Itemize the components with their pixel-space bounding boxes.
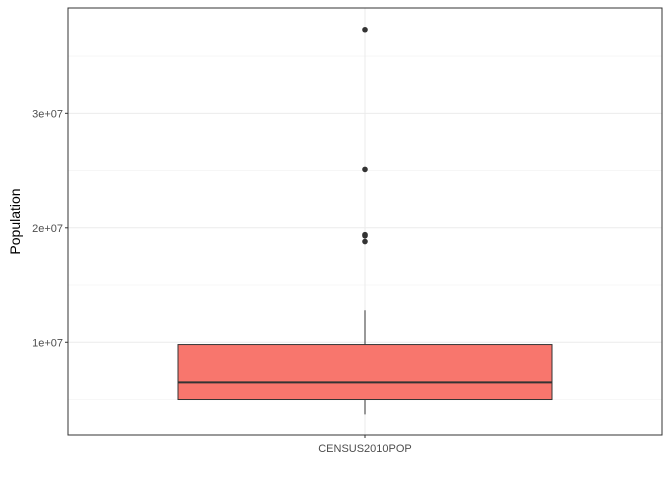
y-tick-label: 1e+07 (32, 337, 63, 349)
outlier-point (362, 166, 368, 173)
outlier-point (362, 231, 368, 238)
x-axis: CENSUS2010POP (318, 435, 412, 455)
y-axis: 1e+07 2e+07 3e+07 (32, 108, 68, 349)
y-tick-label: 2e+07 (32, 223, 63, 235)
boxplot-marks (177, 26, 553, 415)
outlier-point (362, 26, 368, 33)
x-tick-label: CENSUS2010POP (318, 443, 412, 455)
y-axis-title: Population (7, 188, 23, 254)
outlier-point (362, 238, 368, 245)
box-iqr (177, 344, 553, 401)
y-tick-label: 3e+07 (32, 108, 63, 120)
